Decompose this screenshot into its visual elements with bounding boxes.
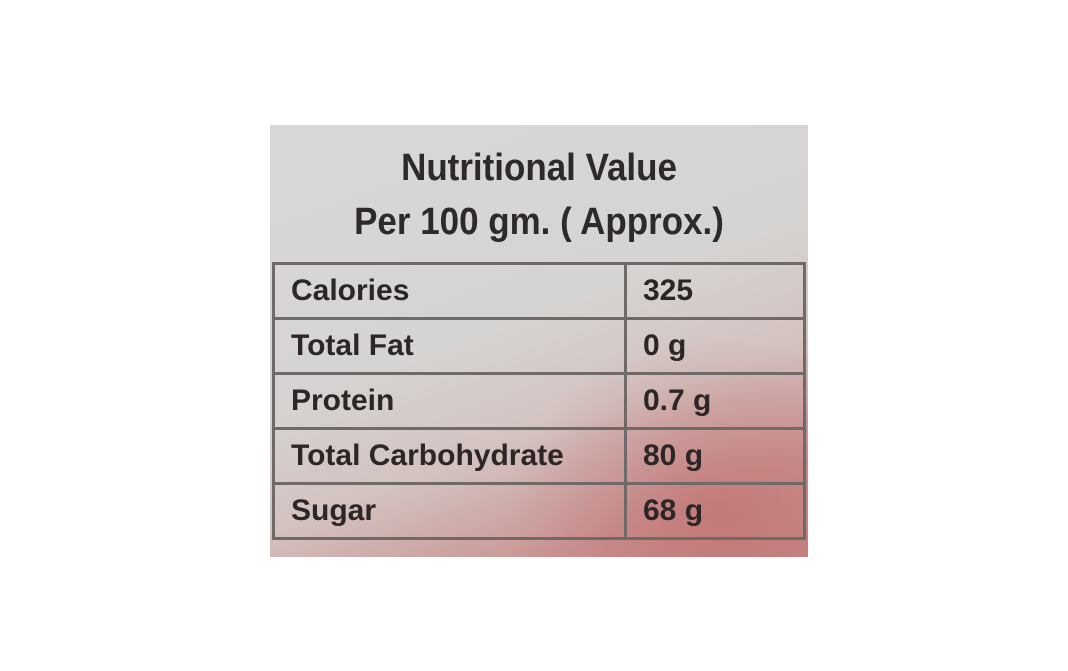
table-row: Sugar 68 g <box>272 482 806 540</box>
nutrient-value: 68 g <box>624 482 806 540</box>
table-row: Calories 325 <box>272 262 806 320</box>
nutrient-name: Total Fat <box>272 317 627 375</box>
table-row: Protein 0.7 g <box>272 372 806 430</box>
nutrient-name: Protein <box>272 372 627 430</box>
nutrition-label: Nutritional Value Per 100 gm. ( Approx.)… <box>270 125 808 557</box>
nutrient-name: Calories <box>272 262 627 320</box>
nutrient-name: Sugar <box>272 482 627 540</box>
label-subtitle: Per 100 gm. ( Approx.) <box>354 201 724 243</box>
nutrient-value: 325 <box>624 262 806 320</box>
nutrition-table: Calories 325 Total Fat 0 g Protein 0.7 g To… <box>272 262 806 540</box>
nutrient-value: 0.7 g <box>624 372 806 430</box>
nutrient-value: 80 g <box>624 427 806 485</box>
label-title: Nutritional Value <box>401 147 677 189</box>
nutrient-name: Total Carbohydrate <box>272 427 627 485</box>
table-row: Total Fat 0 g <box>272 317 806 375</box>
table-row: Total Carbohydrate 80 g <box>272 427 806 485</box>
nutrient-value: 0 g <box>624 317 806 375</box>
